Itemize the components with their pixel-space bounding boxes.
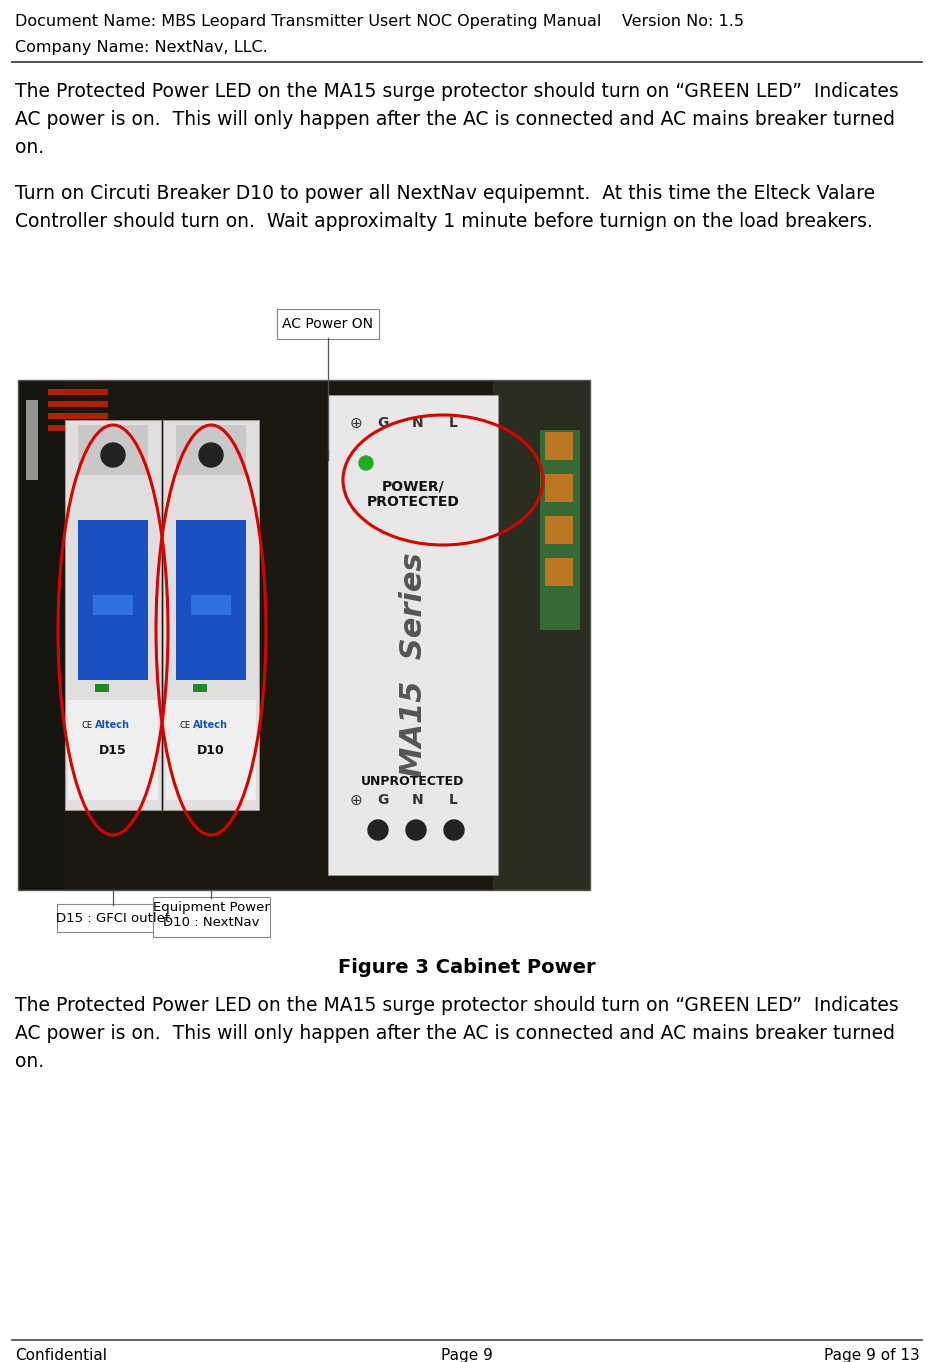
- Bar: [68, 700, 158, 799]
- Bar: [163, 419, 259, 810]
- Text: Equipment Power: Equipment Power: [152, 902, 269, 914]
- Bar: [18, 380, 590, 889]
- Text: D10 : NextNav: D10 : NextNav: [163, 915, 260, 929]
- Bar: [176, 425, 246, 475]
- Text: Altech: Altech: [95, 720, 130, 730]
- Text: ⊕: ⊕: [349, 793, 362, 808]
- Text: N: N: [412, 793, 424, 808]
- Text: Company Name: NextNav, LLC.: Company Name: NextNav, LLC.: [15, 39, 268, 54]
- Text: AC Power ON: AC Power ON: [282, 317, 374, 331]
- Text: AC power is on.  This will only happen after the AC is connected and AC mains br: AC power is on. This will only happen af…: [15, 110, 895, 129]
- Circle shape: [368, 820, 388, 840]
- Text: CE: CE: [179, 720, 191, 730]
- Text: L: L: [448, 415, 458, 430]
- Bar: [545, 432, 573, 460]
- Text: Figure 3 Cabinet Power: Figure 3 Cabinet Power: [338, 957, 596, 977]
- Bar: [65, 419, 161, 810]
- Text: Controller should turn on.  Wait approximalty 1 minute before turnign on the loa: Controller should turn on. Wait approxim…: [15, 212, 873, 232]
- Text: PROTECTED: PROTECTED: [366, 494, 460, 509]
- Text: D15 : GFCI outlet: D15 : GFCI outlet: [56, 911, 170, 925]
- Text: D10: D10: [197, 744, 225, 756]
- Bar: [18, 380, 590, 889]
- Bar: [545, 558, 573, 586]
- Bar: [540, 430, 580, 631]
- Text: Altech: Altech: [193, 720, 228, 730]
- Bar: [48, 400, 108, 407]
- Bar: [193, 684, 207, 692]
- Bar: [48, 390, 108, 395]
- Bar: [328, 395, 498, 874]
- Text: G: G: [377, 793, 389, 808]
- Text: UNPROTECTED: UNPROTECTED: [361, 775, 465, 789]
- Bar: [93, 595, 133, 616]
- Bar: [95, 684, 109, 692]
- Text: Document Name: MBS Leopard Transmitter Usert NOC Operating Manual    Version No:: Document Name: MBS Leopard Transmitter U…: [15, 14, 744, 29]
- Text: ⊕: ⊕: [349, 415, 362, 430]
- FancyBboxPatch shape: [277, 309, 379, 339]
- Bar: [545, 516, 573, 543]
- Circle shape: [406, 820, 426, 840]
- Text: Confidential: Confidential: [15, 1348, 107, 1362]
- Text: Page 9: Page 9: [441, 1348, 493, 1362]
- Circle shape: [199, 443, 223, 467]
- Text: N: N: [412, 415, 424, 430]
- Text: CE: CE: [81, 720, 92, 730]
- Text: The Protected Power LED on the MA15 surge protector should turn on “GREEN LED”  : The Protected Power LED on the MA15 surg…: [15, 996, 899, 1015]
- FancyBboxPatch shape: [153, 898, 270, 937]
- Circle shape: [359, 456, 373, 470]
- Text: Page 9 of 13: Page 9 of 13: [824, 1348, 920, 1362]
- Text: G: G: [377, 415, 389, 430]
- Bar: [48, 413, 108, 419]
- Bar: [18, 380, 64, 889]
- Text: Turn on Circuti Breaker D10 to power all NextNav equipemnt.  At this time the El: Turn on Circuti Breaker D10 to power all…: [15, 184, 875, 203]
- Bar: [191, 595, 231, 616]
- Bar: [26, 400, 38, 479]
- Bar: [48, 425, 108, 430]
- Text: on.: on.: [15, 1051, 44, 1071]
- Text: POWER/: POWER/: [382, 479, 445, 494]
- Bar: [78, 425, 148, 475]
- Text: L: L: [448, 793, 458, 808]
- Circle shape: [444, 820, 464, 840]
- Bar: [78, 520, 148, 680]
- Text: MA15  Series: MA15 Series: [399, 553, 428, 778]
- Circle shape: [101, 443, 125, 467]
- Text: AC power is on.  This will only happen after the AC is connected and AC mains br: AC power is on. This will only happen af…: [15, 1024, 895, 1043]
- Bar: [176, 520, 246, 680]
- Bar: [493, 380, 590, 889]
- Text: D15: D15: [99, 744, 127, 756]
- Text: The Protected Power LED on the MA15 surge protector should turn on “GREEN LED”  : The Protected Power LED on the MA15 surg…: [15, 82, 899, 101]
- Bar: [545, 474, 573, 503]
- Text: on.: on.: [15, 138, 44, 157]
- Bar: [166, 700, 256, 799]
- FancyBboxPatch shape: [57, 904, 169, 932]
